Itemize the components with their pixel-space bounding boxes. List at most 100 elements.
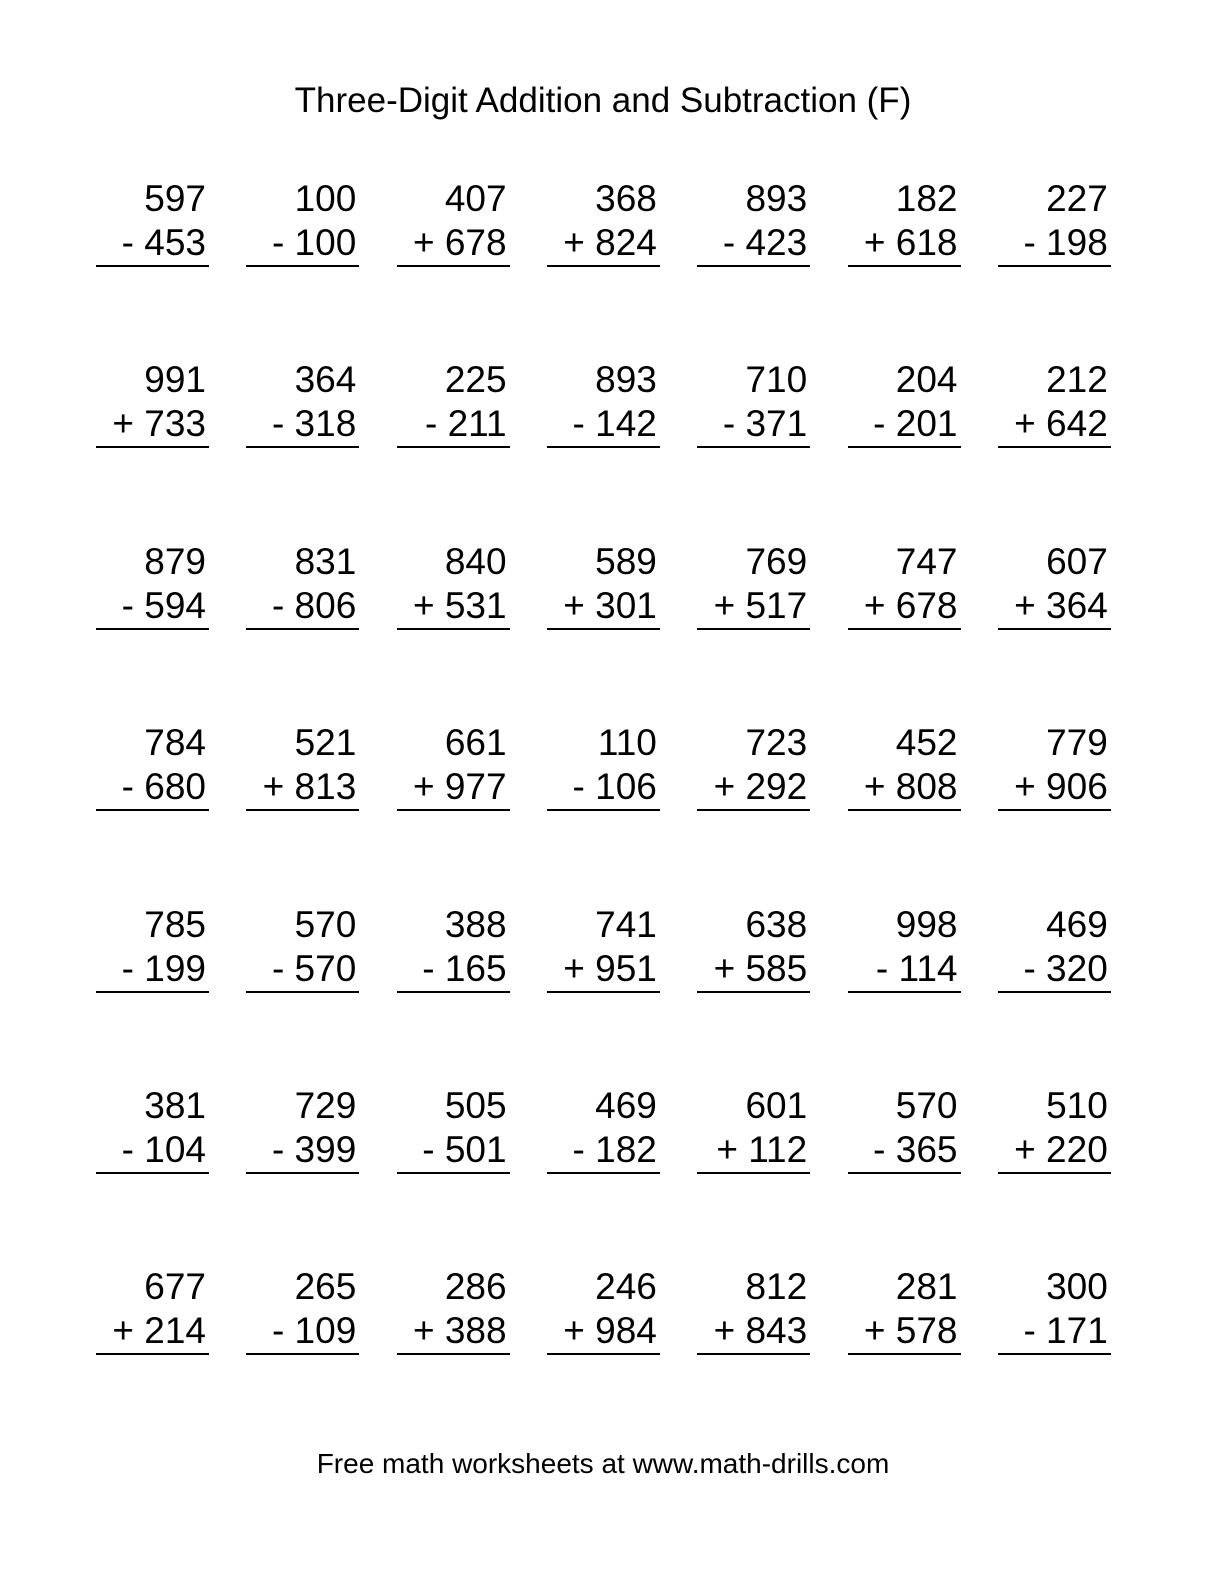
- problem: 601 + 112: [697, 1084, 811, 1174]
- problem: 785- 199: [96, 903, 209, 993]
- problem: 840 + 531: [396, 540, 510, 630]
- operator-and-bottom-number: + 214: [96, 1309, 209, 1356]
- top-number: 723: [745, 722, 808, 764]
- operator-and-bottom-number: - 423: [697, 221, 811, 267]
- top-number: 388: [444, 903, 507, 945]
- operator-and-bottom-number: + 517: [697, 584, 811, 630]
- top-number: 510: [1046, 1085, 1108, 1126]
- problem: 368 + 824: [546, 177, 660, 267]
- top-number: 607: [1046, 540, 1108, 582]
- problem: 510 + 220: [997, 1084, 1111, 1174]
- operator-and-bottom-number: + 824: [546, 221, 660, 267]
- operator-and-bottom-number: - 165: [396, 947, 510, 993]
- operator-and-bottom-number: + 618: [847, 221, 961, 267]
- operator-and-bottom-number: - 680: [96, 765, 209, 812]
- operator-and-bottom-number: + 220: [997, 1128, 1111, 1174]
- top-number: 407: [444, 178, 507, 219]
- top-number: 265: [294, 1266, 357, 1308]
- operator-and-bottom-number: + 906: [997, 765, 1111, 812]
- operator-and-bottom-number: + 578: [847, 1309, 961, 1356]
- top-number: 710: [745, 359, 808, 401]
- problem: 784- 680: [96, 721, 209, 812]
- problem: 661 + 977: [396, 721, 510, 812]
- problem: 607 + 364: [997, 540, 1111, 630]
- problem: 729- 399: [246, 1084, 360, 1174]
- top-number: 741: [595, 903, 657, 945]
- operator-and-bottom-number: + 112: [697, 1128, 811, 1174]
- top-number: 381: [144, 1085, 206, 1126]
- operator-and-bottom-number: + 733: [96, 402, 209, 449]
- operator-and-bottom-number: + 977: [396, 765, 510, 812]
- top-number: 769: [745, 540, 808, 582]
- top-number: 227: [1046, 178, 1108, 219]
- top-number: 368: [595, 178, 657, 219]
- top-number: 785: [144, 903, 206, 945]
- problem: 589 + 301: [546, 540, 660, 630]
- operator-and-bottom-number: + 813: [246, 765, 360, 812]
- problem: 300- 171: [997, 1265, 1111, 1356]
- top-number: 812: [745, 1266, 808, 1308]
- operator-and-bottom-number: - 806: [246, 584, 360, 630]
- operator-and-bottom-number: + 678: [847, 584, 961, 630]
- problem: 407 + 678: [396, 177, 510, 267]
- problem: 570- 570: [246, 903, 360, 993]
- problem: 879- 594: [96, 540, 209, 630]
- problem: 388- 165: [396, 903, 510, 993]
- operator-and-bottom-number: - 318: [246, 402, 360, 449]
- problem: 747 + 678: [847, 540, 961, 630]
- problem: 452 + 808: [847, 721, 961, 812]
- footer-text: Free math worksheets at www.math-drills.…: [316, 1448, 890, 1479]
- problem: 812 + 843: [697, 1265, 811, 1356]
- top-number: 505: [444, 1085, 507, 1126]
- top-number: 469: [1046, 903, 1108, 945]
- operator-and-bottom-number: - 199: [96, 947, 209, 993]
- top-number: 212: [1046, 359, 1108, 401]
- problem: 364- 318: [246, 358, 360, 449]
- operator-and-bottom-number: - 371: [697, 402, 811, 449]
- operator-and-bottom-number: - 182: [546, 1128, 660, 1174]
- operator-and-bottom-number: - 201: [847, 402, 961, 449]
- top-number: 521: [294, 722, 357, 764]
- operator-and-bottom-number: - 100: [246, 221, 360, 267]
- operator-and-bottom-number: + 843: [697, 1309, 811, 1356]
- problem: 212 + 642: [997, 358, 1111, 449]
- problem: 265- 109: [246, 1265, 360, 1356]
- top-number: 879: [144, 540, 206, 582]
- top-number: 893: [595, 359, 657, 401]
- operator-and-bottom-number: - 109: [246, 1309, 360, 1356]
- top-number: 601: [745, 1085, 808, 1126]
- top-number: 991: [144, 359, 206, 401]
- problem: 182 + 618: [847, 177, 961, 267]
- operator-and-bottom-number: - 453: [96, 221, 209, 267]
- top-number: 779: [1046, 722, 1108, 764]
- problem: 779 + 906: [997, 721, 1111, 812]
- problem: 110- 106: [546, 721, 660, 812]
- problem: 100- 100: [246, 177, 360, 267]
- problem: 677 + 214: [96, 1265, 209, 1356]
- operator-and-bottom-number: - 142: [546, 402, 660, 449]
- top-number: 452: [895, 722, 958, 764]
- top-number: 300: [1046, 1266, 1108, 1308]
- problem: 893- 423: [697, 177, 811, 267]
- top-number: 204: [895, 359, 958, 401]
- top-number: 286: [444, 1266, 507, 1308]
- top-number: 246: [595, 1266, 657, 1308]
- problem: 998- 114: [847, 903, 961, 993]
- top-number: 840: [444, 540, 507, 582]
- top-number: 831: [294, 540, 357, 582]
- top-number: 998: [895, 903, 958, 945]
- operator-and-bottom-number: - 198: [997, 221, 1111, 267]
- problem: 286 + 388: [396, 1265, 510, 1356]
- problem: 281 + 578: [847, 1265, 961, 1356]
- operator-and-bottom-number: - 365: [847, 1128, 961, 1174]
- problem: 469- 320: [997, 903, 1111, 993]
- top-number: 661: [444, 722, 507, 764]
- operator-and-bottom-number: + 301: [546, 584, 660, 630]
- problem: 246 + 984: [546, 1265, 660, 1356]
- worksheet-title: Three-Digit Addition and Subtraction (F): [294, 81, 912, 120]
- problem: 521 + 813: [246, 721, 360, 812]
- top-number: 570: [294, 903, 357, 945]
- top-number: 784: [144, 722, 206, 764]
- operator-and-bottom-number: + 585: [697, 947, 811, 993]
- operator-and-bottom-number: - 320: [997, 947, 1111, 993]
